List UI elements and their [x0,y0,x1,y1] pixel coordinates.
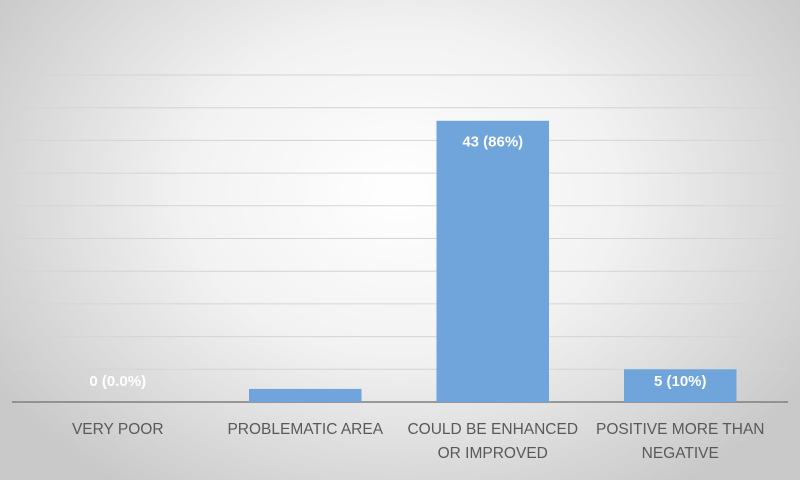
x-tick-label: COULD BE ENHANCED OR IMPROVED [407,421,579,462]
bar [436,120,549,402]
bar [249,388,362,402]
x-tick-label: PROBLEMATIC AREA [227,421,384,438]
data-label: 0 (0.0%) [89,373,146,390]
x-tick-label: VERY POOR [71,421,164,438]
data-label: 5 (10%) [654,373,707,390]
data-label: 43 (86%) [462,134,523,151]
x-tick-label: POSITIVE MORE THAN NEGATIVE [595,421,765,462]
bar [624,369,737,402]
